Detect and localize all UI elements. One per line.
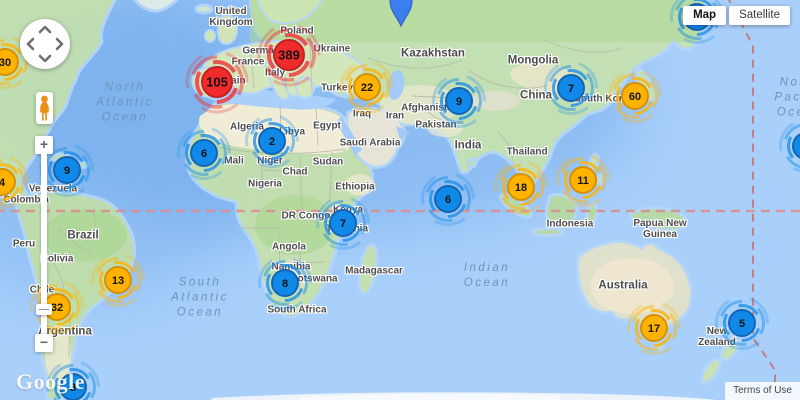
nz-south bbox=[700, 357, 722, 385]
terrain-tints bbox=[43, 0, 700, 385]
google-logo: Google bbox=[16, 369, 85, 394]
cluster-marker[interactable]: 9 bbox=[429, 71, 489, 131]
cluster-marker[interactable]: 7 bbox=[541, 58, 601, 118]
cluster-marker[interactable]: 2 bbox=[242, 111, 302, 171]
map-type-bar: Map Satellite bbox=[683, 6, 790, 25]
zoom-slider-handle[interactable] bbox=[36, 304, 52, 315]
svg-text:5: 5 bbox=[739, 318, 745, 330]
japan bbox=[634, 66, 658, 103]
svg-text:8: 8 bbox=[70, 382, 76, 394]
borneo bbox=[544, 192, 578, 230]
iceland bbox=[194, 3, 214, 15]
pan-arrows-icon bbox=[26, 25, 64, 63]
cluster-marker[interactable]: 11 bbox=[553, 150, 613, 210]
great-britain bbox=[216, 13, 239, 46]
greece bbox=[294, 76, 316, 100]
svg-text:11: 11 bbox=[577, 175, 589, 187]
pegman-icon bbox=[40, 95, 49, 121]
scandinavia bbox=[256, 0, 323, 25]
svg-text:60: 60 bbox=[629, 91, 641, 103]
svg-text:105: 105 bbox=[206, 75, 228, 90]
madagascar bbox=[357, 242, 379, 296]
new-guinea bbox=[628, 206, 689, 232]
cluster-marker[interactable]: 5 bbox=[712, 293, 772, 353]
cluster-marker[interactable]: 18 bbox=[491, 157, 551, 217]
cluster-marker[interactable]: 8 bbox=[255, 253, 315, 313]
svg-text:389: 389 bbox=[278, 48, 300, 63]
red-sea bbox=[336, 116, 362, 155]
svg-text:17: 17 bbox=[648, 323, 660, 335]
zoom-in-button[interactable]: + bbox=[35, 136, 53, 154]
cluster-marker[interactable]: 6 bbox=[174, 123, 234, 183]
java bbox=[530, 227, 566, 237]
sulawesi bbox=[585, 202, 599, 226]
cluster-marker[interactable]: 7 bbox=[313, 193, 373, 253]
cluster-marker[interactable]: 389 bbox=[251, 17, 327, 93]
cluster-marker[interactable]: 60 bbox=[605, 66, 665, 126]
nz-north bbox=[719, 338, 741, 362]
antarctica-ice bbox=[300, 393, 560, 400]
map-button[interactable]: Map bbox=[683, 6, 727, 25]
sri-lanka bbox=[466, 157, 478, 169]
cluster-marker[interactable]: 17 bbox=[624, 298, 684, 358]
svg-text:9: 9 bbox=[64, 165, 70, 177]
map-pin[interactable] bbox=[389, 0, 413, 28]
svg-text:8: 8 bbox=[282, 278, 288, 290]
greenland bbox=[133, 0, 179, 13]
cluster-marker[interactable] bbox=[776, 116, 800, 176]
date-line bbox=[727, 0, 776, 400]
zoom-out-button[interactable]: − bbox=[35, 334, 53, 352]
terms-of-use-link[interactable]: Terms of Use bbox=[725, 382, 800, 400]
cluster-marker[interactable]: 4 bbox=[0, 152, 32, 212]
svg-text:2: 2 bbox=[269, 136, 275, 148]
zoom-slider-track[interactable] bbox=[41, 153, 47, 336]
svg-text:9: 9 bbox=[456, 96, 462, 108]
svg-text:30: 30 bbox=[0, 57, 11, 69]
svg-text:32: 32 bbox=[51, 302, 63, 314]
cluster-marker[interactable]: 22 bbox=[337, 57, 397, 117]
pegman-control[interactable] bbox=[36, 92, 53, 124]
svg-text:4: 4 bbox=[0, 177, 6, 189]
ireland bbox=[204, 29, 216, 43]
svg-text:6: 6 bbox=[201, 148, 207, 160]
svg-text:18: 18 bbox=[515, 182, 527, 194]
pan-control[interactable] bbox=[20, 19, 70, 69]
persian-gulf bbox=[396, 126, 410, 140]
svg-text:6: 6 bbox=[445, 194, 451, 206]
caspian-sea bbox=[387, 70, 405, 100]
svg-text:7: 7 bbox=[340, 218, 346, 230]
svg-text:22: 22 bbox=[361, 82, 373, 94]
svg-text:13: 13 bbox=[112, 275, 124, 287]
cluster-marker[interactable]: 6 bbox=[418, 169, 478, 229]
cluster-marker[interactable]: 8 bbox=[43, 357, 103, 400]
cluster-marker[interactable]: 13 bbox=[88, 250, 148, 310]
satellite-button[interactable]: Satellite bbox=[729, 6, 790, 25]
svg-text:7: 7 bbox=[568, 83, 574, 95]
cluster-marker[interactable]: 105 bbox=[179, 44, 255, 120]
